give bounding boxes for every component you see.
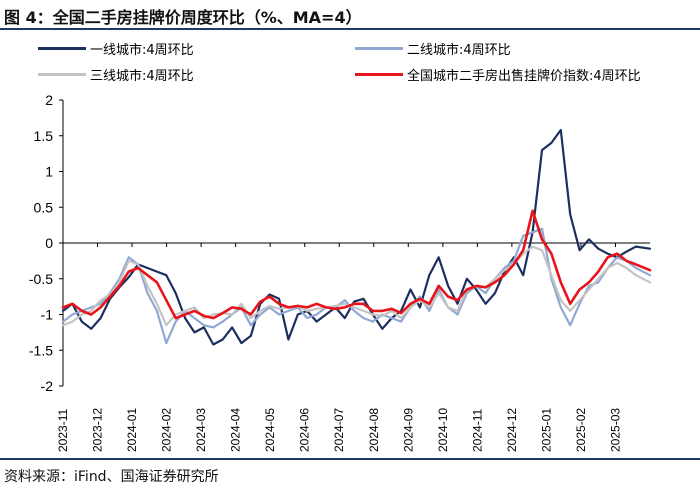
x-tick-label: 2025-02 (574, 408, 588, 452)
x-tick-label: 2024-10 (436, 408, 450, 452)
legend-label-tier1: 一线城市:4周环比 (90, 42, 194, 58)
series-line-0 (61, 128, 652, 346)
y-tick-label: 1.5 (34, 128, 54, 144)
x-tick-label: 2024-04 (229, 408, 243, 452)
chart-legend: 一线城市:4周环比 二线城市:4周环比 三线城市:4周环比 全国城市二手房出售挂… (0, 36, 700, 88)
x-tick-label: 2024-11 (470, 409, 484, 452)
x-tick-label: 2024-05 (263, 408, 277, 452)
y-tick-label: 0.5 (34, 199, 54, 215)
y-tick-label: -1 (41, 307, 54, 323)
series-line-1 (61, 227, 652, 345)
legend-label-tier2: 二线城市:4周环比 (407, 42, 511, 58)
legend-swatch-national (355, 72, 403, 76)
x-tick-label: 2024-12 (505, 408, 519, 452)
line-chart: 2 1.5 1 0.5 0 -0.5 -1 -1.5 -2 2023-11 2023-12 2024-… (29, 92, 652, 452)
x-tick-label: 2024-07 (332, 408, 346, 452)
legend-item-tier2: 二线城市:4周环比 (355, 38, 511, 58)
legend-swatch-tier2 (355, 46, 403, 50)
figure-title: 图 4：全国二手房挂牌价周度环比（%、MA=4） (4, 8, 362, 27)
x-tick-label: 2025-03 (608, 408, 622, 452)
legend-label-national: 全国城市二手房出售挂牌价指数:4周环比 (407, 68, 641, 84)
x-tick-label: 2024-03 (194, 408, 208, 452)
x-tick-label: 2024-06 (298, 408, 312, 452)
legend-item-tier3: 三线城市:4周环比 (38, 64, 194, 84)
y-tick-label: 1 (45, 164, 53, 180)
x-tick-label: 2025-01 (539, 408, 553, 452)
figure-footer: 资料来源：iFind、国海证券研究所 (0, 458, 700, 491)
series-line-2 (61, 245, 652, 327)
y-tick-label: 2 (45, 92, 53, 108)
x-tick-label: 2023-12 (91, 408, 105, 452)
y-tick-label: 0 (45, 235, 53, 251)
legend-label-tier3: 三线城市:4周环比 (90, 68, 194, 84)
y-tick-label: -0.5 (29, 271, 53, 287)
x-tick-label: 2024-02 (160, 408, 174, 452)
legend-item-national: 全国城市二手房出售挂牌价指数:4周环比 (355, 64, 641, 84)
x-tick-label: 2024-09 (401, 408, 415, 452)
legend-swatch-tier1 (38, 46, 86, 50)
x-tick-label: 2023-11 (56, 409, 70, 452)
source-note: 资料来源：iFind、国海证券研究所 (4, 469, 219, 485)
y-tick-label: -1.5 (29, 342, 53, 358)
y-tick-label: -2 (41, 378, 54, 394)
x-tick-label: 2024-01 (125, 408, 139, 452)
x-tick-label: 2024-08 (367, 408, 381, 452)
series-line-3 (61, 209, 652, 320)
legend-item-tier1: 一线城市:4周环比 (38, 38, 194, 58)
legend-swatch-tier3 (38, 72, 86, 76)
figure-title-bar: 图 4：全国二手房挂牌价周度环比（%、MA=4） (0, 0, 700, 30)
